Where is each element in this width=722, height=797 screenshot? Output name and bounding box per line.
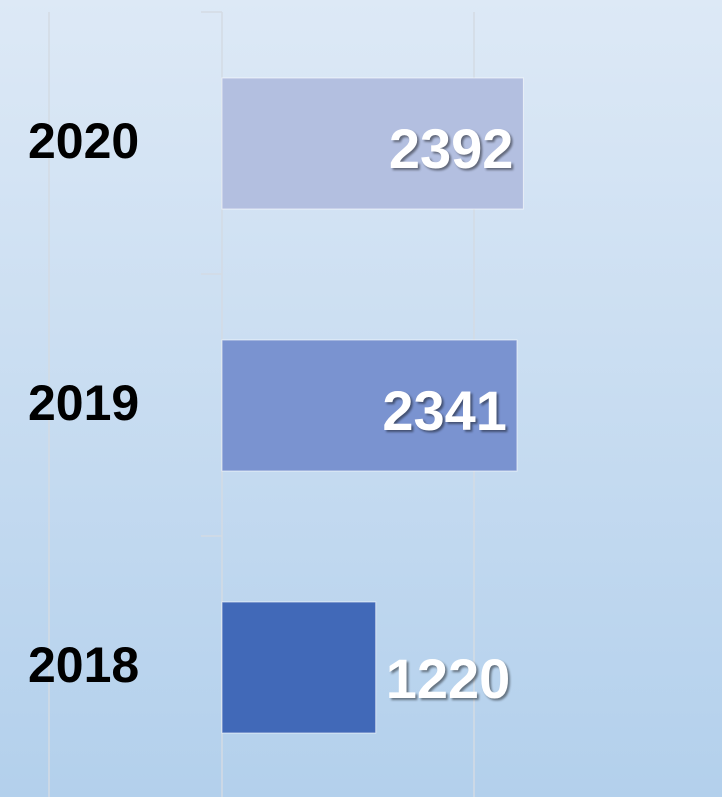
bar [221,77,524,210]
y-tick-label: 2020 [28,113,139,169]
data-label: 2392 [389,117,514,180]
data-label: 1220 [386,647,511,710]
bar [221,339,518,472]
data-label: 2341 [382,379,507,442]
bar [221,601,377,734]
y-tick-label: 2018 [28,637,139,693]
y-tick-label: 2019 [28,375,139,431]
